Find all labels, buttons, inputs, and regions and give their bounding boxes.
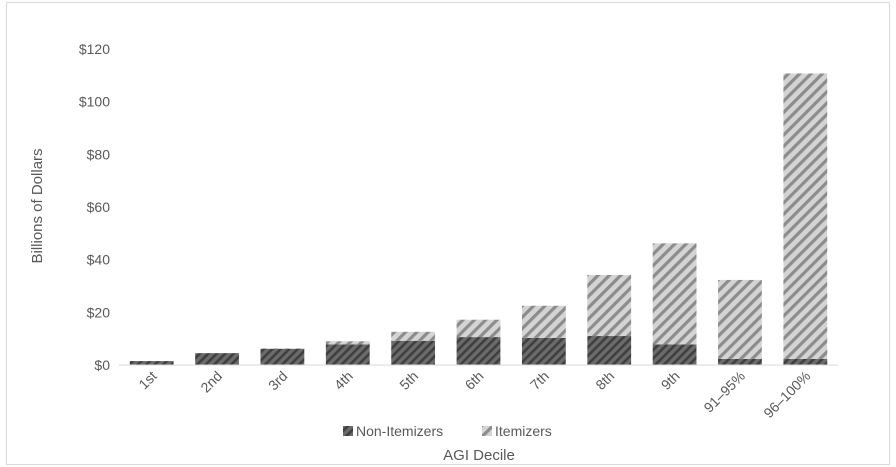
x-tick-label: 1st bbox=[135, 368, 160, 393]
y-tick-label: $100 bbox=[79, 94, 110, 110]
y-axis-title: Billions of Dollars bbox=[29, 148, 46, 263]
bar-non-itemizers bbox=[391, 340, 436, 365]
bar-non-itemizers bbox=[718, 358, 762, 365]
bars bbox=[129, 73, 828, 365]
x-axis-title: AGI Decile bbox=[443, 447, 515, 464]
chart-frame bbox=[6, 2, 890, 465]
bar-non-itemizers bbox=[325, 344, 370, 365]
legend-swatch-non-itemizers bbox=[343, 426, 353, 436]
y-tick-label: $0 bbox=[94, 357, 110, 373]
x-tick-label: 91–95% bbox=[700, 368, 748, 416]
bar-non-itemizers bbox=[456, 337, 501, 365]
y-tick-label: $60 bbox=[87, 199, 111, 215]
bar-non-itemizers bbox=[129, 361, 174, 365]
bar-itemizers bbox=[325, 341, 370, 345]
bar-non-itemizers bbox=[195, 353, 239, 365]
x-tick-label: 3rd bbox=[265, 368, 291, 394]
y-tick-label: $80 bbox=[87, 146, 111, 162]
bar-itemizers bbox=[783, 73, 828, 359]
x-tick-label: 4th bbox=[331, 368, 356, 393]
bar-itemizers bbox=[587, 274, 632, 337]
x-tick-label: 9th bbox=[658, 368, 683, 393]
y-axis-tick-labels: $0 $20 $40 $60 $80 $100 $120 bbox=[79, 41, 110, 373]
bar-itemizers bbox=[521, 305, 566, 338]
legend-label-non-itemizers: Non-Itemizers bbox=[356, 423, 443, 439]
bar-non-itemizers bbox=[652, 344, 697, 365]
y-tick-label: $40 bbox=[87, 252, 111, 268]
bar-non-itemizers bbox=[587, 336, 632, 365]
x-tick-label: 96–100% bbox=[760, 368, 813, 421]
x-tick-label: 8th bbox=[592, 368, 617, 393]
legend: Non-Itemizers Itemizers bbox=[343, 423, 552, 439]
y-tick-label: $120 bbox=[79, 41, 110, 57]
bar-non-itemizers bbox=[521, 337, 566, 365]
x-axis-tick-labels: 1st 2nd 3rd 4th 5th 6th 7th 8th 9th 91–95% 96–100% bbox=[135, 368, 813, 421]
bar-non-itemizers bbox=[783, 358, 828, 365]
bar-itemizers bbox=[652, 243, 697, 345]
bar-non-itemizers bbox=[260, 348, 305, 365]
bar-itemizers bbox=[456, 319, 501, 338]
y-tick-label: $20 bbox=[87, 304, 111, 320]
x-tick-label: 7th bbox=[527, 368, 552, 393]
bar-itemizers bbox=[391, 331, 436, 341]
legend-swatch-itemizers bbox=[482, 426, 492, 436]
x-tick-label: 5th bbox=[396, 368, 421, 393]
x-tick-label: 6th bbox=[462, 368, 487, 393]
x-tick-label: 2nd bbox=[197, 368, 225, 396]
legend-label-itemizers: Itemizers bbox=[495, 423, 552, 439]
bar-itemizers bbox=[718, 279, 762, 359]
bar-itemizers bbox=[260, 348, 305, 349]
